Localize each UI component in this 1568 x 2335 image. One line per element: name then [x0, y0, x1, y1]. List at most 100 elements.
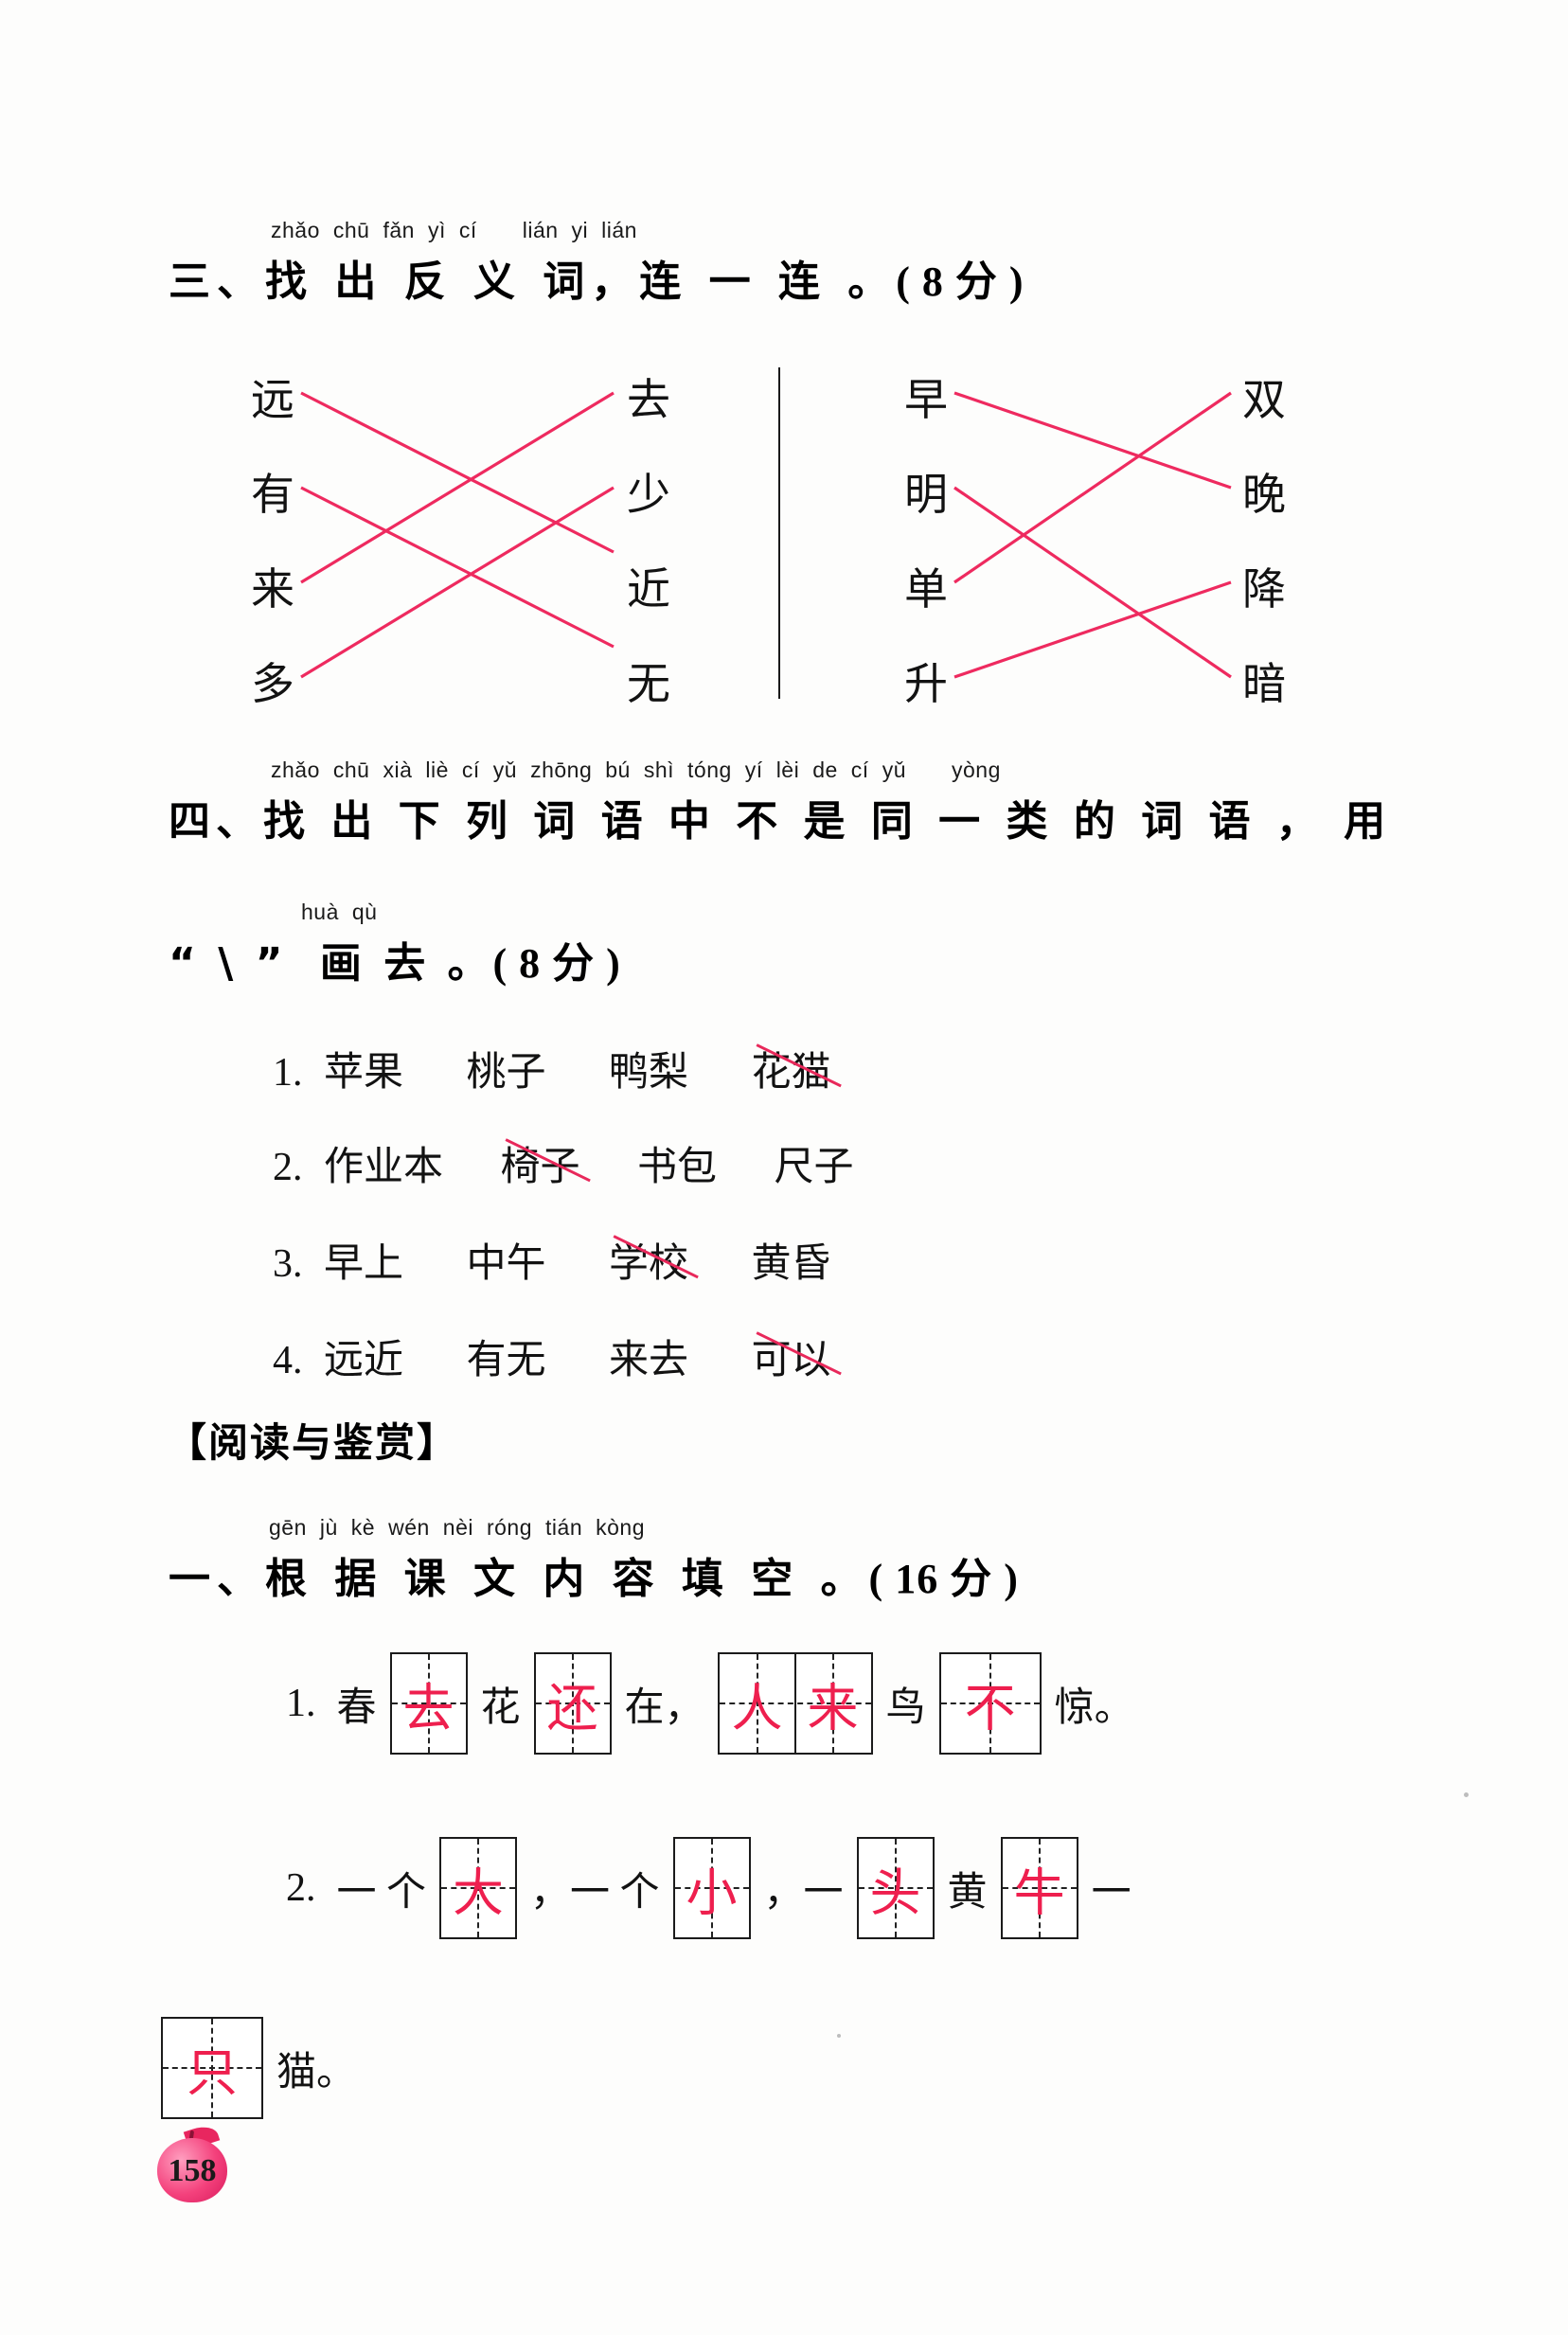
fill-line-2: 2. 一 个 大 ，一 个 小 ，一 头 黄 牛 一 [273, 1837, 1145, 1939]
word-item-1-word-1[interactable]: 桃子 [466, 1051, 546, 1095]
fill-1-box-pair[interactable]: 人 来 [717, 1652, 873, 1755]
section-three-heading-block: zhǎo chū fǎn yì cí lián yi lián 三、找 出 反 义 词，连 一… [169, 218, 1025, 308]
match2-right-1[interactable]: 晚 [1242, 471, 1286, 519]
draw-mark-symbol: “ \ ” [169, 939, 287, 988]
match2-right-2[interactable]: 降 [1242, 565, 1286, 614]
word-item-1-word-2[interactable]: 鸭梨 [609, 1051, 689, 1095]
page-number: 158 [168, 2153, 217, 2188]
match-left-0[interactable]: 远 [251, 376, 294, 424]
scan-speck [1464, 1792, 1469, 1797]
matching-exercise: 远 有 来 多 去 少 近 无 早 明 单 升 双 晚 降 暗 [0, 350, 1568, 720]
section-four-heading-line2-main: 画 去 。 [319, 939, 493, 988]
match2-left-1[interactable]: 明 [904, 471, 948, 519]
matching-lines [300, 391, 1232, 679]
match-left-1[interactable]: 有 [251, 471, 294, 519]
match-left-3[interactable]: 多 [251, 660, 294, 708]
fill-1-text-1: 花 [480, 1685, 521, 1730]
pinyin-syllable: fǎn [383, 218, 415, 242]
fill-1-answer-3: 来 [807, 1680, 859, 1738]
word-item-2-word-1[interactable]: 椅子 [501, 1134, 591, 1192]
fill-1-text-3: 鸟 [885, 1685, 926, 1730]
pinyin-syllable: nèi [442, 1515, 473, 1540]
grid-hline [535, 1702, 610, 1704]
fill-1-box-1[interactable]: 还 [533, 1652, 612, 1755]
match-right-0[interactable]: 去 [627, 376, 670, 424]
pinyin-syllable: bú [605, 758, 631, 782]
fill-2-text-0: 一 个 [336, 1870, 427, 1915]
match-right-3[interactable]: 无 [627, 660, 670, 708]
pinyin-syllable: chū [332, 218, 370, 242]
match-left-2[interactable]: 来 [251, 565, 294, 614]
section-four-heading-line2: “ \ ” 画 去 。( 8 分 ) [169, 929, 621, 989]
pinyin-syllable: liè [425, 758, 449, 782]
pinyin-syllable: jù [319, 1515, 338, 1540]
pinyin-syllable: zhǎo [271, 218, 320, 242]
section-four-heading-line1: 四、找 出 下 列 词 语 中 不 是 同 一 类 的 词 语 ， 用 [169, 797, 1392, 846]
fill-2-box-1[interactable]: 小 [672, 1837, 751, 1939]
word-item-4: 4. 远近 有无 来去 可以 [273, 1328, 842, 1385]
pinyin-syllable: yòng [951, 758, 1001, 782]
fill-2-text-3: 黄 [947, 1870, 988, 1915]
word-item-4-word-0[interactable]: 远近 [324, 1339, 404, 1382]
fill-3-box-0[interactable]: 只 [161, 2017, 263, 2119]
word-item-3-word-2[interactable]: 学校 [609, 1231, 699, 1289]
fill-1-box-2[interactable]: 不 [938, 1652, 1042, 1755]
fill-2-text-2: ，一 [763, 1870, 844, 1915]
pinyin-syllable: lèi [775, 758, 800, 782]
fill-2-index: 2. [286, 1866, 316, 1910]
word-item-1-index: 1. [273, 1051, 303, 1095]
section-four-pinyin-line2: huà qù [301, 900, 621, 925]
fill-1-box-0[interactable]: 去 [389, 1652, 468, 1755]
word-item-1-word-3[interactable]: 花猫 [752, 1040, 842, 1097]
fill-1-answer-2: 人 [731, 1680, 783, 1738]
pinyin-syllable: yí [744, 758, 763, 782]
fill-line-1: 1. 春 去 花 还 在， 人 来 鸟 不 惊。 [273, 1652, 1148, 1755]
pinyin-syllable: de [812, 758, 838, 782]
section-one-heading-block: gēn jù kè wén nèi róng tián kòng 一、根 据 课 文 内 容 … [169, 1515, 1019, 1605]
word-item-1: 1. 苹果 桃子 鸭梨 花猫 [273, 1040, 842, 1097]
pinyin-syllable: cí [850, 758, 869, 782]
match2-left-0[interactable]: 早 [904, 376, 948, 424]
word-item-3: 3. 早上 中午 学校 黄昏 [273, 1231, 831, 1289]
word-item-2-word-2[interactable]: 书包 [637, 1146, 718, 1189]
fill-1-text-4: 惊。 [1054, 1685, 1134, 1730]
word-item-4-word-2[interactable]: 来去 [609, 1339, 689, 1382]
word-item-3-index: 3. [273, 1242, 303, 1286]
word-item-2-word-3[interactable]: 尺子 [774, 1146, 854, 1189]
word-item-4-word-3[interactable]: 可以 [752, 1328, 842, 1385]
apple-body-icon [157, 2138, 227, 2202]
pinyin-syllable: kòng [596, 1515, 645, 1540]
match2-left-3[interactable]: 升 [904, 660, 948, 708]
pinyin-syllable: huà [301, 900, 339, 924]
section-three-heading: 三、找 出 反 义 词，连 一 连 。( 8 分 ) [169, 247, 1025, 308]
grid-hline [163, 2067, 261, 2069]
grid-hline [391, 1702, 466, 1704]
word-item-2-word-0[interactable]: 作业本 [324, 1146, 444, 1189]
section-three-score: ( 8 分 ) [896, 258, 1025, 305]
word-item-1-word-0[interactable]: 苹果 [324, 1051, 404, 1095]
word-item-3-word-3[interactable]: 黄昏 [751, 1242, 831, 1286]
fill-2-box-2[interactable]: 头 [856, 1837, 935, 1939]
pinyin-syllable: tián [545, 1515, 583, 1540]
word-item-4-word-1[interactable]: 有无 [466, 1339, 546, 1382]
pinyin-syllable: gēn [269, 1515, 307, 1540]
word-item-3-word-1[interactable]: 中午 [466, 1242, 546, 1286]
match-right-2[interactable]: 近 [627, 565, 670, 614]
section-four-heading-block2: huà qù “ \ ” 画 去 。( 8 分 ) [169, 900, 621, 989]
match2-right-0[interactable]: 双 [1242, 376, 1286, 424]
match-right-1[interactable]: 少 [627, 471, 670, 519]
pinyin-syllable: kè [350, 1515, 376, 1540]
matching-divider [778, 367, 780, 699]
fill-2-box-3[interactable]: 牛 [1000, 1837, 1078, 1939]
match2-right-3[interactable]: 暗 [1242, 660, 1286, 708]
fill-2-box-0[interactable]: 大 [439, 1837, 518, 1939]
grid-hline [940, 1702, 1040, 1704]
word-item-3-word-0[interactable]: 早上 [324, 1242, 404, 1286]
match2-left-2[interactable]: 单 [904, 565, 948, 614]
grid-hline [1002, 1887, 1077, 1889]
fill-1-answer-4: 不 [964, 1680, 1016, 1738]
fill-1-text-2: 在， [624, 1685, 704, 1730]
fill-1-answer-1: 还 [546, 1680, 598, 1738]
grid-hline [858, 1887, 933, 1889]
